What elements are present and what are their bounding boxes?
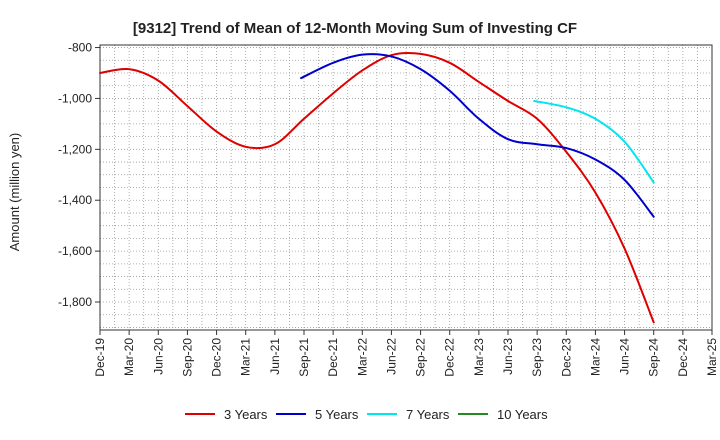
x-axis-ticks: Dec-19 Mar-20 Jun-20 Sep-20 Dec-20 Mar-21 Jun-… <box>93 330 719 377</box>
y-axis-ticks: -800 -1,000 -1,200 -1,400 -1,600 -1,800 <box>58 41 100 309</box>
x-tick-label: Jun-20 <box>151 338 165 375</box>
x-tick-label: Mar-21 <box>239 338 253 376</box>
x-tick-label: Dec-24 <box>676 338 690 377</box>
y-tick-label: -1,600 <box>58 244 92 258</box>
y-tick-label: -1,400 <box>58 193 92 207</box>
x-tick-label: Jun-22 <box>384 338 398 375</box>
x-tick-label: Jun-21 <box>268 338 282 375</box>
x-tick-label: Sep-23 <box>530 338 544 377</box>
chart-title: [9312] Trend of Mean of 12-Month Moving … <box>133 20 577 37</box>
x-tick-label: Sep-21 <box>297 338 311 377</box>
legend-label-5-years: 5 Years <box>315 407 359 422</box>
series-lines <box>99 52 655 324</box>
x-tick-label: Dec-19 <box>93 338 107 377</box>
y-tick-label: -1,200 <box>58 142 92 156</box>
legend-label-10-years: 10 Years <box>497 407 548 422</box>
series-line-7-years <box>533 99 655 184</box>
x-tick-label: Dec-20 <box>210 338 224 377</box>
x-tick-label: Mar-24 <box>588 338 602 376</box>
y-axis-label: Amount (million yen) <box>7 133 22 252</box>
x-tick-label: Mar-22 <box>355 338 369 376</box>
x-tick-label: Dec-23 <box>559 338 573 377</box>
x-tick-label: Jun-23 <box>501 338 515 375</box>
grid <box>99 45 713 330</box>
y-tick-label: -800 <box>68 41 92 55</box>
series-line-5-years <box>300 53 655 218</box>
legend: 3 Years 5 Years 7 Years 10 Years <box>185 407 548 422</box>
x-tick-label: Jun-24 <box>618 338 632 375</box>
x-tick-label: Mar-23 <box>472 338 486 376</box>
x-tick-label: Dec-21 <box>326 338 340 377</box>
x-tick-label: Mar-25 <box>705 338 719 376</box>
x-tick-label: Sep-20 <box>180 338 194 377</box>
y-tick-label: -1,800 <box>58 295 92 309</box>
legend-label-3-years: 3 Years <box>224 407 268 422</box>
series-line-3-years <box>99 52 655 324</box>
x-tick-label: Mar-20 <box>122 338 136 376</box>
legend-label-7-years: 7 Years <box>406 407 450 422</box>
y-tick-label: -1,000 <box>58 91 92 105</box>
x-tick-label: Dec-22 <box>443 338 457 377</box>
x-tick-label: Sep-22 <box>414 338 428 377</box>
plot-area-frame <box>99 44 713 331</box>
x-tick-label: Sep-24 <box>647 338 661 377</box>
